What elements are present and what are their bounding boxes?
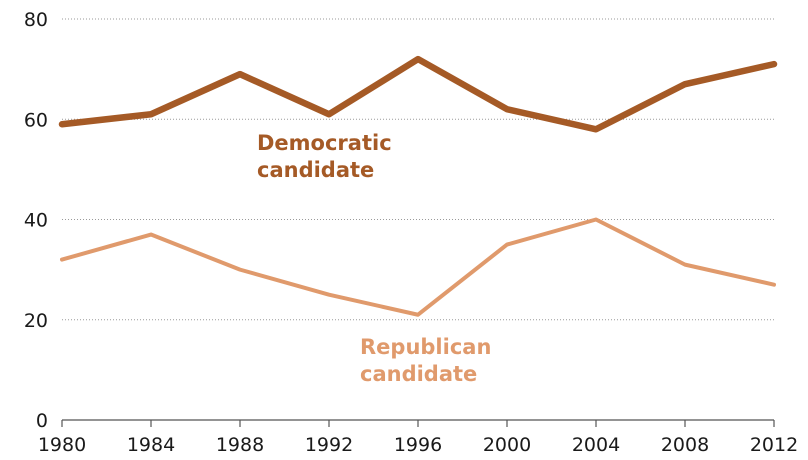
republican-series-line <box>60 217 776 317</box>
y-axis-tick-labels: 0 20 40 60 80 <box>24 9 48 432</box>
y-tick-label: 40 <box>24 210 48 232</box>
x-axis-tick-labels: 1980 1984 1988 1992 1996 2000 2004 2008 2012 <box>38 434 798 456</box>
democratic-label-line-1: Democratic <box>257 131 392 155</box>
x-tick-label: 2004 <box>572 434 620 456</box>
republican-label-line-2: candidate <box>360 362 477 386</box>
x-tick-label: 1992 <box>305 434 353 456</box>
y-tick-label: 20 <box>24 310 48 332</box>
x-tick-label: 1984 <box>127 434 175 456</box>
republican-label-line-1: Republican <box>360 335 491 359</box>
x-tick-label: 2000 <box>483 434 531 456</box>
democratic-series-line <box>58 55 778 133</box>
y-tick-label: 80 <box>24 9 48 31</box>
x-tick-label: 2008 <box>661 434 709 456</box>
y-tick-label: 60 <box>24 109 48 131</box>
democratic-label-line-2: candidate <box>257 158 374 182</box>
series-lines <box>58 55 778 317</box>
x-tick-label: 1996 <box>394 434 442 456</box>
x-tick-label: 2012 <box>750 434 798 456</box>
republican-series-label: Republican candidate <box>360 335 499 386</box>
x-axis <box>61 419 775 427</box>
y-tick-label: 0 <box>36 410 48 432</box>
x-tick-label: 1980 <box>38 434 86 456</box>
gridlines <box>62 18 774 321</box>
democratic-series-label: Democratic candidate <box>257 131 399 182</box>
x-tick-label: 1988 <box>216 434 264 456</box>
